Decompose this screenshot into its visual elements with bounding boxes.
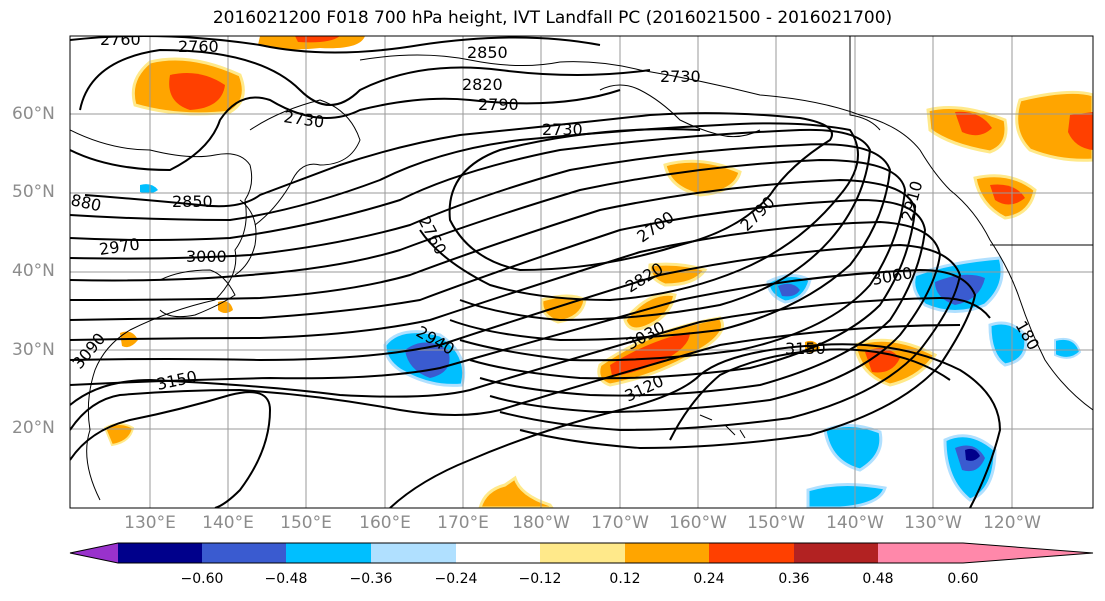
contour-label: 2730 [542,120,583,139]
colorbar-tick-label: −0.36 [349,571,393,587]
ivt-core-pnw [990,184,1025,205]
colorbar-segment [709,543,794,563]
coast-north-america [359,54,1093,411]
contour-2940 [70,220,942,414]
contour-label: 2850 [467,43,508,62]
contour-2790b [70,128,872,322]
contour-3000 [70,268,977,450]
contour-3030 [70,296,991,406]
ivt-core-alaska [955,111,992,136]
contour-2790 [70,89,621,172]
ivt-area-small-3 [218,301,233,313]
colorbar-segment [540,543,625,563]
colorbar [69,542,1094,564]
coast-hawaii [699,414,746,439]
contour-2820 [79,48,651,111]
contour-3150-west [70,391,272,508]
ivt-area-north [258,36,365,50]
colorbar-tick-label: 0.48 [862,571,894,587]
contour-3120 [389,343,1002,508]
contour-label: 2760 [100,30,141,49]
ivt-positive-shading [103,36,1093,508]
contour-2820b [70,143,892,342]
lon-label: 160°W [669,513,727,533]
ivt-area-neg-bottom [806,482,887,508]
lat-label: 50°N [12,182,55,202]
contour-label: 3000 [186,247,227,266]
colorbar-segment [456,543,540,563]
contour-2970 [70,243,962,432]
colorbar-under-triangle [70,543,118,563]
ivt-core-kamchatka [169,72,225,110]
ivt-core-neg-mid [778,283,800,297]
contour-3150-east [669,348,951,441]
coast-sakhalin [234,199,257,276]
coast-alaska-peninsula [599,84,761,138]
colorbar-segment [794,543,878,563]
coast-japan [159,269,236,318]
colorbar-tick-label: −0.60 [180,571,224,587]
contour-label: 2730 [660,67,701,86]
colorbar-segment [202,543,286,563]
lat-label: 20°N [12,418,55,438]
contour-2850 [70,158,907,362]
colorbar-tick-label: 0.36 [778,571,810,587]
colorbar-outline [69,542,1094,564]
colorbar-segment [118,543,202,563]
lon-label: 150°E [280,513,332,533]
contour-label: 2850 [172,192,213,211]
colorbar-tick-label: 0.24 [693,571,725,587]
contour-2880 [70,178,917,380]
colorbar-segment [878,543,963,563]
ivt-area-south [478,475,554,508]
ivt-area-neg-tiny [140,184,158,194]
colorbar-tick-label: 0.12 [609,571,641,587]
lon-label: 150°W [747,513,805,533]
lon-label: 140°E [202,513,254,533]
colorbar-tick-label: 0.60 [947,571,979,587]
lon-label: 130°W [904,513,962,533]
graticule [70,36,1093,508]
lon-label: 160°E [359,513,411,533]
lon-label: 170°W [591,513,649,533]
contour-label: 2820 [462,75,503,94]
contour-2760 [70,122,859,302]
coastlines [70,36,1093,501]
lat-label: 60°N [12,104,55,124]
lat-label: 30°N [12,340,55,360]
ivt-core-subtropical [610,332,690,376]
contour-label: 3150 [785,339,826,358]
lon-label: 140°W [826,513,884,533]
colorbar-tick-label: −0.24 [434,571,478,587]
contour-label: 2790 [478,95,519,114]
lon-label: 170°E [437,513,489,533]
contour-3060 [70,324,961,431]
colorbar-tick-label: −0.12 [518,571,562,587]
border-alaska-canada [849,36,881,131]
height-contours [70,36,1002,508]
coast-kamchatka [249,99,361,226]
lat-label: 40°N [12,261,55,281]
ivt-darkest-neg-southeast [965,448,980,461]
colorbar-segment [625,543,709,563]
colorbar-segment [371,543,456,563]
ivt-area-neg-small [1054,337,1082,359]
ivt-area-neg-south [823,424,883,472]
lon-label: 180°W [512,513,570,533]
lon-label: 120°W [983,513,1041,533]
colorbar-segment [286,543,371,563]
contour-2910 [70,198,927,397]
map-title: 2016021200 F018 700 hPa height, IVT Land… [212,8,893,28]
ivt-area-bc [1015,90,1093,162]
lon-label: 130°E [124,513,176,533]
colorbar-tick-label: −0.48 [264,571,308,587]
contour-label: 2760 [178,37,219,56]
coast-asia [70,129,253,501]
map-frame-border [69,35,1094,509]
colorbar-over-triangle [963,543,1093,563]
ivt-core-bc [1068,112,1093,150]
